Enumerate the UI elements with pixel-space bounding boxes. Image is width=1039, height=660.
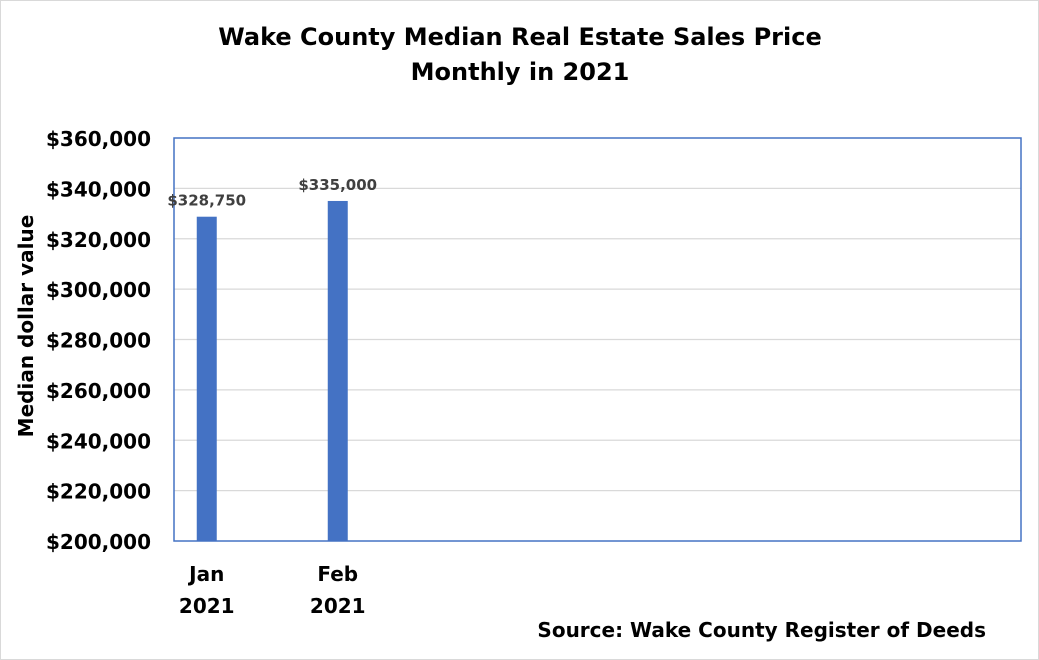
y-tick-label: $300,000 — [46, 278, 151, 302]
y-axis-label: Median dollar value — [14, 215, 38, 438]
bar-jan — [196, 216, 217, 541]
y-axis-ticks: $200,000 $220,000 $240,000 $260,000 $280,000… — [46, 127, 151, 554]
source-note: Source: Wake County Register of Deeds — [537, 618, 986, 642]
y-tick-label: $220,000 — [46, 480, 151, 504]
x-tick-label: Jan — [187, 562, 224, 586]
data-labels: $328,750 $335,000 — [167, 176, 377, 210]
chart-title-line: Monthly in 2021 — [411, 58, 630, 86]
bar-feb — [327, 200, 348, 541]
x-axis-ticks: Jan 2021 Feb 2021 — [179, 562, 366, 618]
y-tick-label: $200,000 — [46, 530, 151, 554]
x-tick-label: 2021 — [179, 594, 235, 618]
y-tick-label: $340,000 — [46, 177, 151, 201]
y-tick-label: $260,000 — [46, 379, 151, 403]
y-tick-label: $280,000 — [46, 329, 151, 353]
chart-title-line: Wake County Median Real Estate Sales Pri… — [218, 23, 821, 51]
plot-area — [173, 137, 1022, 542]
chart-title: Wake County Median Real Estate Sales Pri… — [218, 23, 821, 86]
data-label: $328,750 — [167, 192, 246, 210]
bars — [196, 200, 348, 541]
y-tick-label: $240,000 — [46, 429, 151, 453]
data-label: $335,000 — [298, 176, 377, 194]
x-tick-label: 2021 — [310, 594, 366, 618]
y-tick-label: $360,000 — [46, 127, 151, 151]
gridlines — [174, 187, 1021, 492]
x-tick-label: Feb — [317, 562, 358, 586]
y-tick-label: $320,000 — [46, 228, 151, 252]
